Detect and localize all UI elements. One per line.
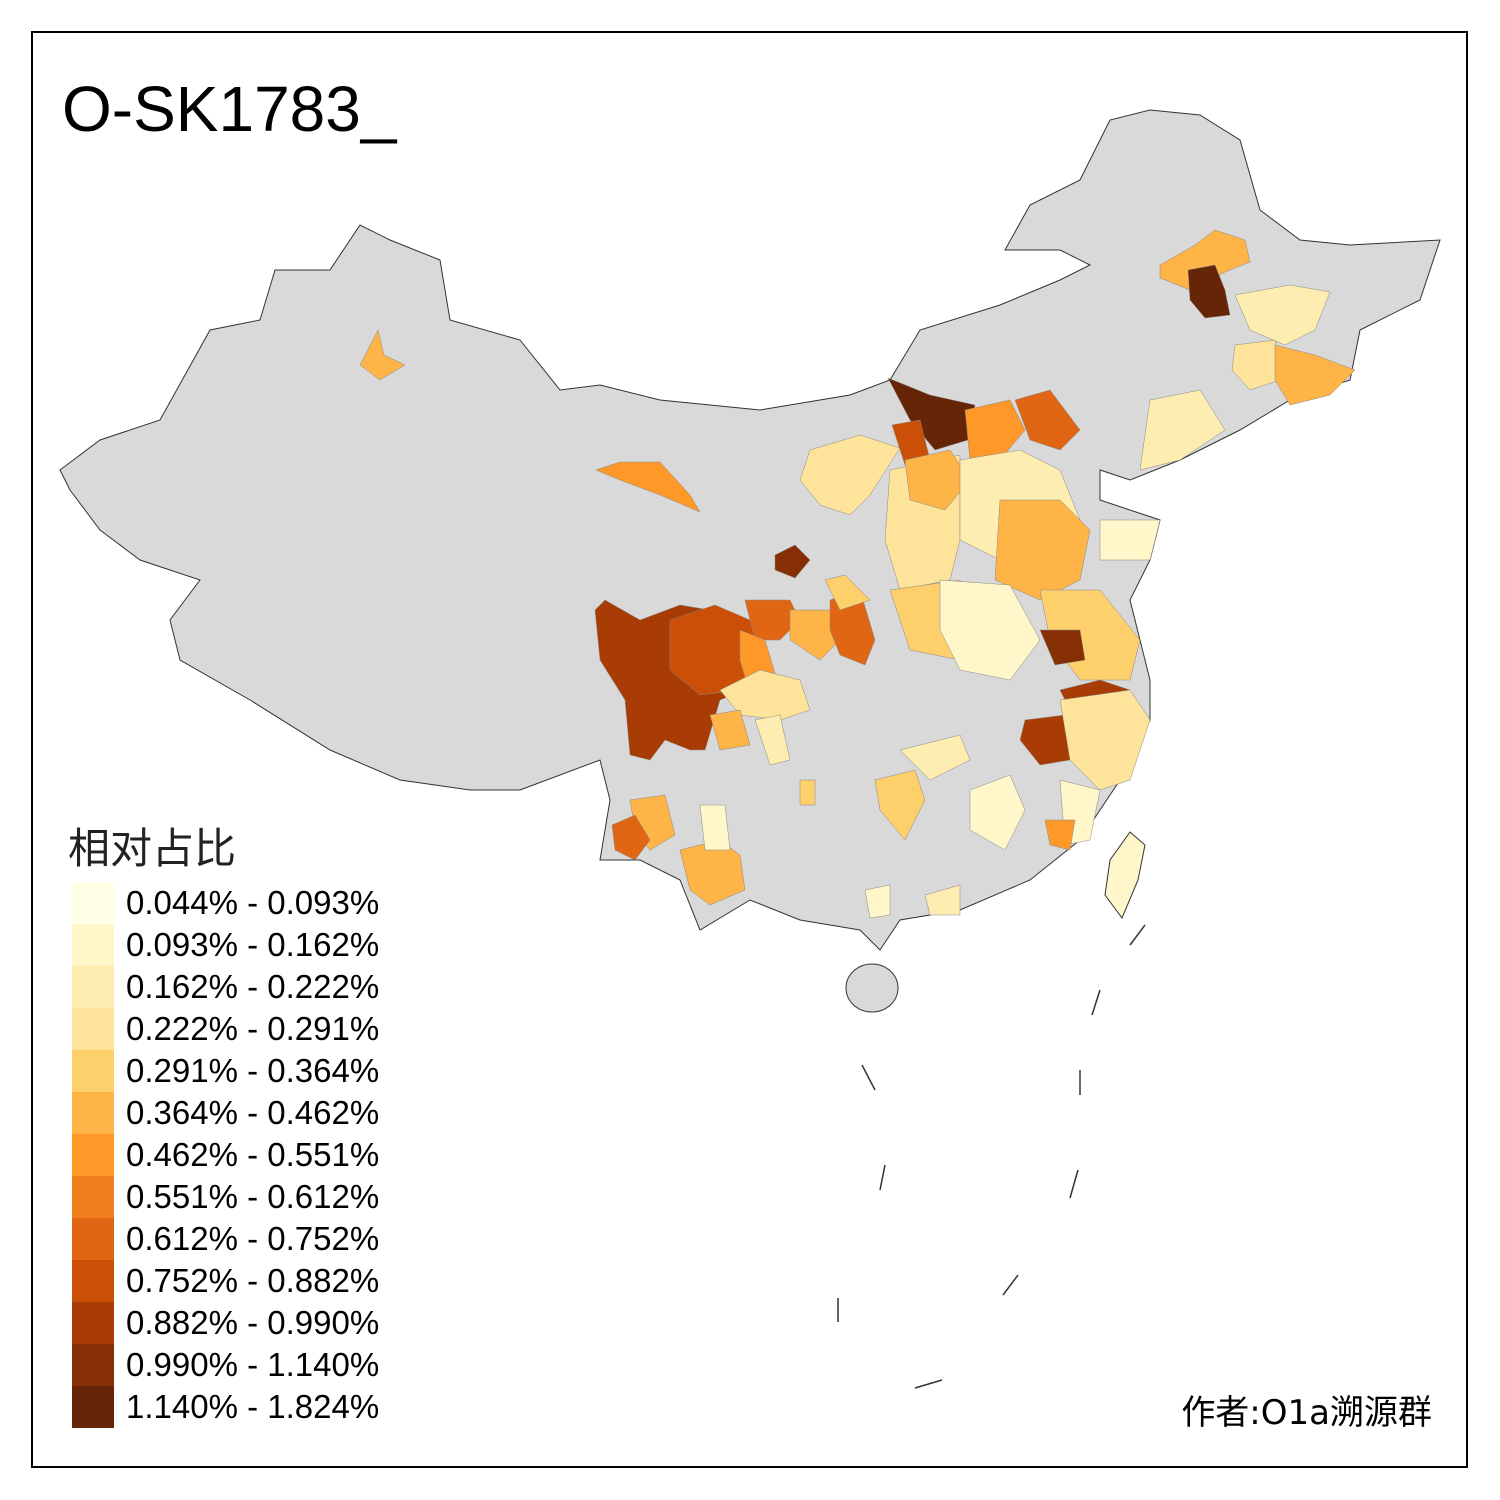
region-6: [964, 399, 1026, 461]
region-2: [754, 714, 791, 766]
region-3: [1059, 689, 1151, 791]
region-10: [1019, 714, 1071, 766]
legend-label: 0.990% - 1.140%: [126, 1346, 380, 1383]
legend-item: 1.140% - 1.824%: [72, 1386, 379, 1428]
legend-swatch: [72, 1134, 114, 1176]
legend-item: 0.162% - 0.222%: [72, 966, 379, 1008]
legend-item: 0.612% - 0.752%: [72, 1218, 379, 1260]
legend-item: 0.364% - 0.462%: [72, 1092, 379, 1134]
region-12: [1187, 264, 1231, 319]
legend-label: 0.462% - 0.551%: [126, 1136, 380, 1173]
region-1: [699, 804, 731, 851]
region-5: [359, 329, 406, 381]
legend-label: 0.044% - 0.093%: [126, 884, 380, 921]
legend-label: 0.162% - 0.222%: [126, 968, 380, 1005]
legend-item: 0.044% - 0.093%: [72, 882, 379, 924]
region-5: [904, 449, 971, 511]
region-2: [924, 884, 961, 916]
legend-swatch: [72, 1386, 114, 1428]
region-8: [611, 814, 651, 861]
region-4: [799, 779, 816, 806]
legend-item: 0.291% - 0.364%: [72, 1050, 379, 1092]
region-11: [1039, 629, 1086, 666]
region-5: [709, 709, 751, 751]
region-11: [774, 544, 811, 579]
legend-item: 0.990% - 1.140%: [72, 1344, 379, 1386]
region-5: [1274, 344, 1356, 406]
legend-item: 0.222% - 0.291%: [72, 1008, 379, 1050]
legend-item: 0.093% - 0.162%: [72, 924, 379, 966]
region-5: [789, 609, 841, 661]
region-1: [939, 579, 1041, 681]
legend-label: 0.291% - 0.364%: [126, 1052, 380, 1089]
region-1: [1099, 519, 1161, 561]
region-1: [969, 774, 1026, 851]
figure-border: [31, 31, 1468, 1468]
region-6: [1044, 819, 1076, 851]
south-china-sea-islands: [837, 924, 1146, 1389]
region-5: [1159, 229, 1251, 291]
legend-label: 0.364% - 0.462%: [126, 1094, 380, 1131]
region-2: [1234, 284, 1331, 346]
hainan-island: [845, 963, 899, 1013]
legend-label: 0.752% - 0.882%: [126, 1262, 380, 1299]
map-title: O-SK1783_: [62, 73, 397, 145]
author-credit: 作者:O1a溯源群: [1181, 1393, 1432, 1433]
legend-swatch: [72, 1260, 114, 1302]
legend-swatch: [72, 966, 114, 1008]
legend-swatch: [72, 1008, 114, 1050]
legend-swatch: [72, 1218, 114, 1260]
legend-label: 0.222% - 0.291%: [126, 1010, 380, 1047]
legend-label: 0.612% - 0.752%: [126, 1220, 380, 1257]
legend: 0.044% - 0.093% 0.093% - 0.162% 0.162% - 0…: [72, 882, 379, 1428]
legend-swatch: [72, 1344, 114, 1386]
taiwan-island: [1104, 831, 1146, 920]
region-8: [1014, 389, 1081, 451]
region-4: [824, 574, 871, 611]
legend-swatch: [72, 1302, 114, 1344]
legend-swatch: [72, 924, 114, 966]
legend-item: 0.462% - 0.551%: [72, 1134, 379, 1176]
region-2: [1139, 389, 1226, 471]
legend-label: 1.140% - 1.824%: [126, 1388, 380, 1425]
legend-swatch: [72, 1092, 114, 1134]
legend-label: 0.093% - 0.162%: [126, 926, 380, 963]
legend-item: 0.882% - 0.990%: [72, 1302, 379, 1344]
legend-item: 0.752% - 0.882%: [72, 1260, 379, 1302]
legend-swatch: [72, 1176, 114, 1218]
region-1: [864, 884, 891, 919]
region-3: [1231, 339, 1281, 391]
legend-title: 相对占比: [68, 824, 237, 873]
region-3: [799, 434, 901, 516]
legend-swatch: [72, 882, 114, 924]
region-6: [595, 461, 701, 513]
legend-item: 0.551% - 0.612%: [72, 1176, 379, 1218]
legend-swatch: [72, 1050, 114, 1092]
region-2: [899, 734, 971, 781]
legend-label: 0.551% - 0.612%: [126, 1178, 380, 1215]
region-4: [874, 769, 926, 841]
region-5: [994, 499, 1091, 601]
legend-label: 0.882% - 0.990%: [126, 1304, 380, 1341]
